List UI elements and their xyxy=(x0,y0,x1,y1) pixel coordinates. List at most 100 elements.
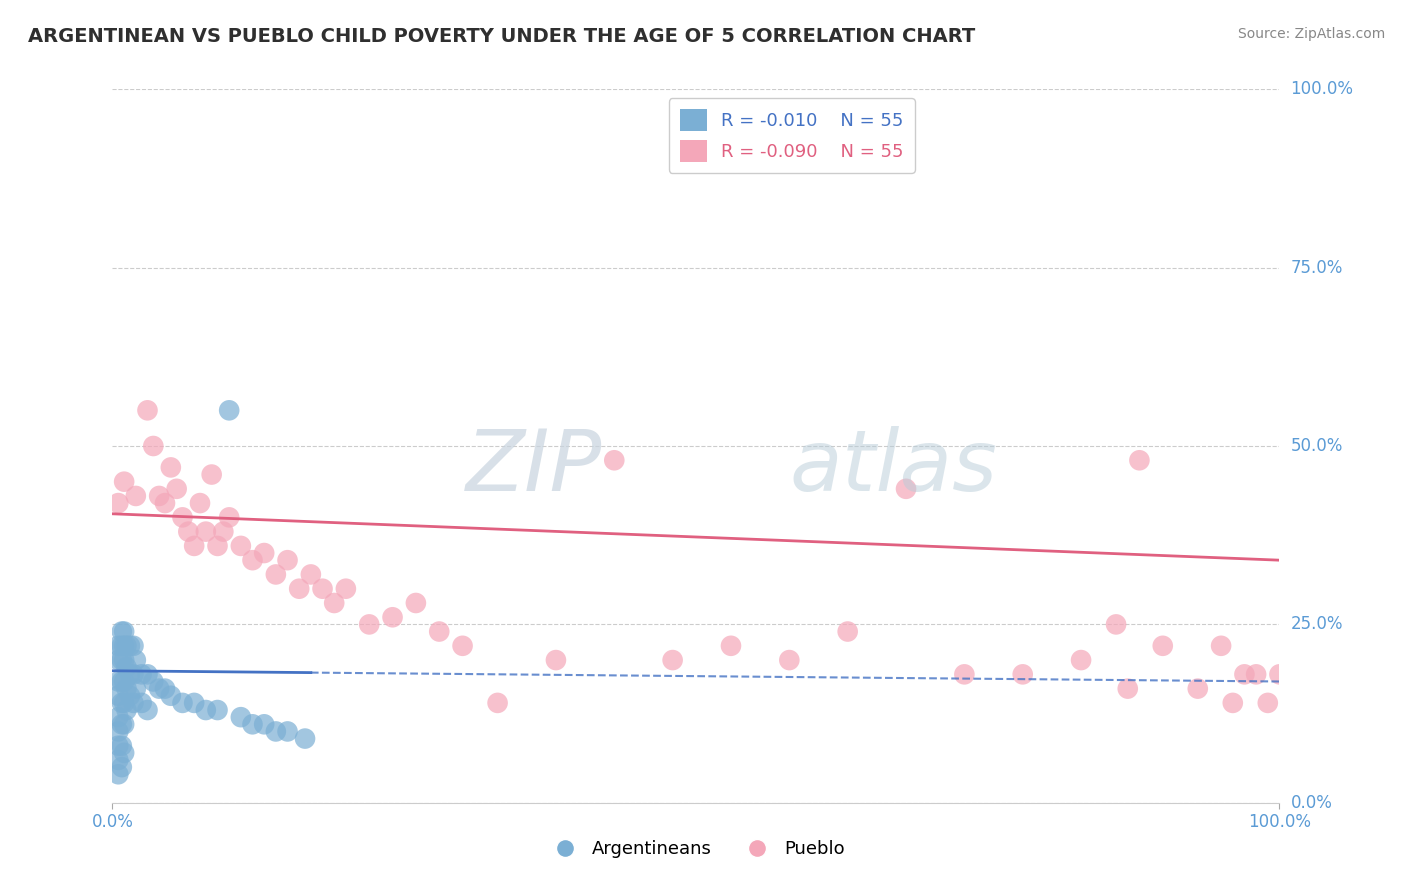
Point xyxy=(111,739,134,753)
Point xyxy=(201,467,224,482)
Point xyxy=(359,617,381,632)
Point xyxy=(1257,696,1279,710)
Point xyxy=(183,539,205,553)
Point xyxy=(107,767,129,781)
Point xyxy=(115,703,138,717)
Point xyxy=(115,639,138,653)
Point xyxy=(112,475,135,489)
Point xyxy=(335,582,357,596)
Point xyxy=(160,689,183,703)
Text: 25.0%: 25.0% xyxy=(1291,615,1343,633)
Point xyxy=(112,746,135,760)
Point xyxy=(160,460,183,475)
Point xyxy=(405,596,427,610)
Point xyxy=(603,453,626,467)
Legend: Argentineans, Pueblo: Argentineans, Pueblo xyxy=(540,833,852,865)
Point xyxy=(427,624,450,639)
Point xyxy=(207,703,229,717)
Point xyxy=(1152,639,1174,653)
Point xyxy=(1187,681,1209,696)
Point xyxy=(172,696,194,710)
Point xyxy=(311,582,333,596)
Point xyxy=(188,496,211,510)
Point xyxy=(112,624,135,639)
Point xyxy=(253,546,276,560)
Point xyxy=(212,524,235,539)
Point xyxy=(288,582,311,596)
Point xyxy=(153,496,176,510)
Point xyxy=(136,667,159,681)
Point xyxy=(1128,453,1150,467)
Point xyxy=(264,567,287,582)
Point xyxy=(323,596,346,610)
Point xyxy=(111,760,134,774)
Point xyxy=(381,610,404,624)
Point xyxy=(1116,681,1139,696)
Point xyxy=(451,639,474,653)
Point xyxy=(299,567,322,582)
Point xyxy=(194,703,217,717)
Point xyxy=(112,717,135,731)
Point xyxy=(153,681,176,696)
Text: 0.0%: 0.0% xyxy=(1291,794,1333,812)
Point xyxy=(107,710,129,724)
Point xyxy=(172,510,194,524)
Point xyxy=(136,703,159,717)
Point xyxy=(229,710,252,724)
Point xyxy=(111,696,134,710)
Point xyxy=(276,724,298,739)
Point xyxy=(276,553,298,567)
Point xyxy=(1244,667,1267,681)
Text: 50.0%: 50.0% xyxy=(1291,437,1343,455)
Point xyxy=(122,696,145,710)
Point xyxy=(207,539,229,553)
Point xyxy=(778,653,800,667)
Point xyxy=(122,667,145,681)
Point xyxy=(253,717,276,731)
Point xyxy=(544,653,567,667)
Point xyxy=(107,496,129,510)
Point xyxy=(118,689,141,703)
Point xyxy=(125,681,148,696)
Point xyxy=(218,403,240,417)
Point xyxy=(111,653,134,667)
Point xyxy=(264,724,287,739)
Point xyxy=(107,739,129,753)
Text: Source: ZipAtlas.com: Source: ZipAtlas.com xyxy=(1237,27,1385,41)
Point xyxy=(148,681,170,696)
Point xyxy=(1268,667,1291,681)
Point xyxy=(107,689,129,703)
Point xyxy=(107,639,129,653)
Point xyxy=(112,674,135,689)
Point xyxy=(142,439,165,453)
Point xyxy=(1209,639,1232,653)
Text: ZIP: ZIP xyxy=(467,425,603,509)
Point xyxy=(894,482,917,496)
Point xyxy=(112,696,135,710)
Point xyxy=(953,667,976,681)
Point xyxy=(125,653,148,667)
Point xyxy=(218,510,240,524)
Point xyxy=(148,489,170,503)
Point xyxy=(177,524,200,539)
Point xyxy=(294,731,316,746)
Point xyxy=(111,717,134,731)
Point xyxy=(229,539,252,553)
Point xyxy=(111,674,134,689)
Point xyxy=(112,639,135,653)
Text: atlas: atlas xyxy=(789,425,997,509)
Point xyxy=(111,639,134,653)
Point xyxy=(1070,653,1092,667)
Point xyxy=(720,639,742,653)
Point xyxy=(1233,667,1256,681)
Point xyxy=(242,553,264,567)
Point xyxy=(837,624,859,639)
Point xyxy=(118,639,141,653)
Point xyxy=(111,624,134,639)
Point xyxy=(142,674,165,689)
Point xyxy=(1222,696,1244,710)
Point xyxy=(1105,617,1128,632)
Point xyxy=(107,724,129,739)
Text: 100.0%: 100.0% xyxy=(1291,80,1354,98)
Point xyxy=(242,717,264,731)
